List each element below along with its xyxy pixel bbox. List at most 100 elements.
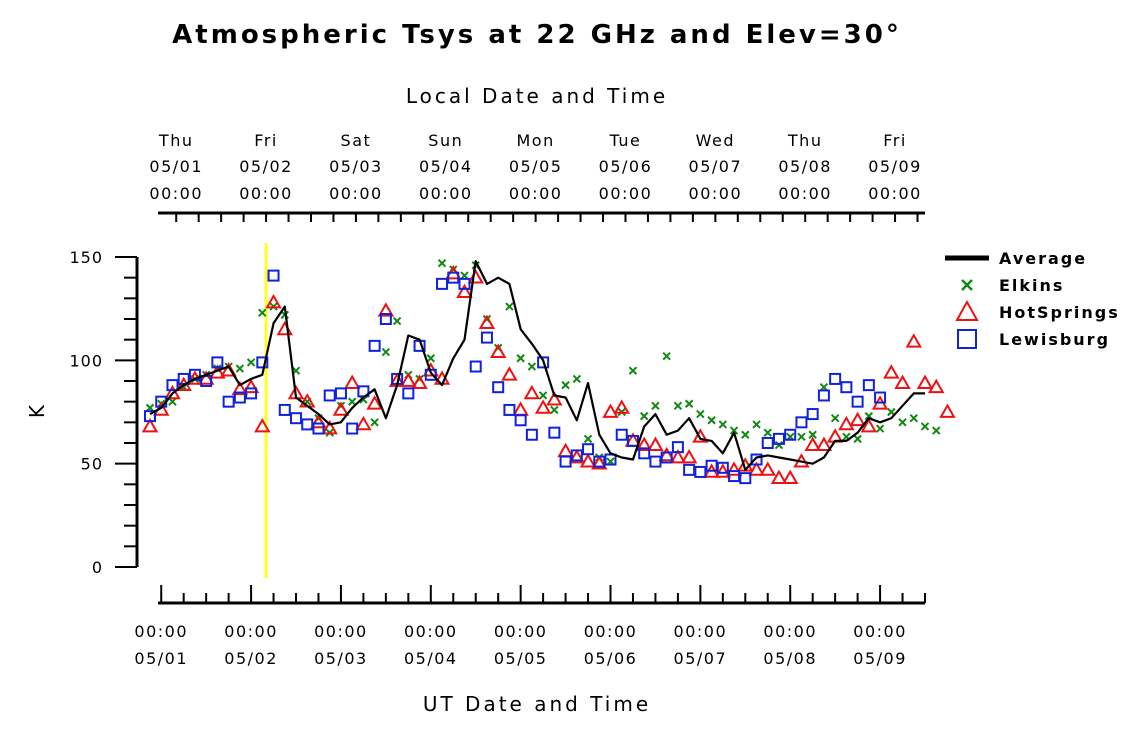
x-mark-stroke — [235, 364, 245, 373]
elkins-point — [774, 440, 784, 450]
lewisburg-point — [705, 459, 718, 472]
legend-label: Average — [999, 249, 1087, 268]
elkins-point — [684, 399, 694, 408]
plot-area — [141, 258, 956, 485]
bottom-tick-label: 00:00 — [224, 622, 278, 641]
lewisburg-point — [694, 465, 707, 478]
lewisburg-point — [346, 422, 359, 435]
elkins-point — [920, 422, 930, 431]
legend-square-swatch — [957, 329, 977, 349]
lewisburg-point — [368, 339, 381, 352]
elkins-point — [572, 374, 582, 384]
elkins-point — [583, 434, 593, 444]
x-mark-stroke — [752, 420, 761, 429]
elkins-point — [538, 391, 548, 400]
elkins-point — [527, 362, 537, 371]
lewisburg-point — [144, 410, 156, 423]
elkins-point — [235, 364, 245, 373]
lewisburg-point — [862, 379, 875, 392]
lewisburg-point — [312, 422, 325, 435]
lewisburg-point — [233, 391, 246, 404]
elkins-point — [808, 430, 817, 439]
elkins-point — [752, 420, 761, 429]
hotsprings-point — [265, 293, 282, 309]
bottom-tick-label: 05/01 — [134, 649, 188, 668]
top-tick-label: 00:00 — [149, 184, 203, 203]
lewisburg-point — [660, 451, 673, 464]
top-tick-label: 00:00 — [599, 184, 653, 203]
legend-triangle-swatch — [955, 299, 979, 321]
bottom-tick-label: 05/03 — [314, 649, 368, 668]
top-tick-label: Thu — [158, 131, 194, 150]
x-mark-stroke — [898, 418, 907, 427]
x-mark-stroke — [258, 308, 267, 318]
top-tick-label: Tue — [609, 131, 642, 150]
elkins-point — [639, 411, 649, 421]
elkins-point — [628, 366, 638, 375]
top-tick-label: Fri — [254, 131, 278, 150]
lewisburg-point — [638, 447, 651, 460]
hotsprings-point — [231, 380, 249, 396]
elkins-point — [741, 430, 750, 439]
hotsprings-point — [781, 469, 799, 485]
x-mark-stroke — [527, 362, 537, 371]
lewisburg-point — [245, 387, 258, 400]
top-tick-label: 05/07 — [689, 157, 743, 176]
elkins-point — [347, 397, 357, 406]
hotsprings-point — [669, 448, 687, 464]
lewisburg-point — [256, 356, 269, 369]
lewisburg-point — [200, 375, 213, 387]
lewisburg-point — [334, 387, 347, 400]
elkins-point — [437, 258, 447, 268]
top-tick-label: 00:00 — [689, 184, 743, 203]
lewisburg-point — [772, 432, 785, 445]
bottom-tick-label: 05/09 — [853, 649, 907, 668]
hotsprings-point — [478, 314, 496, 330]
hotsprings-point — [512, 401, 529, 416]
x-mark-stroke — [628, 366, 638, 375]
x-mark-stroke — [920, 422, 930, 431]
bottom-axis: 00:00 05/01 00:00 05/02 00:00 05/03 00:00 05/04… — [134, 585, 926, 668]
elkins-point — [246, 358, 256, 367]
lewisburg-point — [829, 372, 842, 385]
lewisburg-point — [795, 416, 808, 429]
x-mark-stroke — [662, 351, 671, 361]
lewisburg-point — [593, 455, 606, 468]
x-mark-stroke — [741, 430, 750, 439]
x-mark-stroke — [370, 418, 379, 427]
hotsprings-point — [714, 463, 732, 478]
hotsprings-point — [916, 374, 934, 389]
hotsprings-point — [770, 469, 788, 485]
lewisburg-point — [761, 437, 774, 449]
top-tick-label: 00:00 — [868, 184, 922, 203]
x-mark-stroke — [842, 432, 851, 442]
x-mark-stroke — [538, 391, 548, 400]
lewisburg-point — [290, 412, 303, 425]
x-mark-stroke — [729, 426, 739, 435]
x-mark-stroke — [684, 399, 694, 408]
hotsprings-point — [894, 374, 911, 389]
bottom-tick-label: 00:00 — [494, 622, 548, 641]
top-tick-label: Wed — [696, 131, 735, 150]
elkins-point — [707, 416, 716, 425]
hotsprings-point — [591, 455, 608, 470]
legend-item-elkins: Elkins — [961, 276, 1062, 295]
elkins-point — [875, 424, 885, 433]
top-tick-label: Mon — [517, 131, 555, 150]
legend-label: HotSprings — [999, 303, 1120, 322]
lewisburg-point — [806, 408, 819, 421]
hotsprings-point — [658, 446, 675, 462]
hotsprings-point — [602, 403, 619, 418]
hotsprings-point — [366, 395, 383, 410]
lewisburg-point — [267, 269, 280, 282]
y-tick-label: 150 — [69, 248, 103, 267]
lewisburg-point — [436, 277, 449, 290]
elkins-point — [696, 409, 705, 419]
x-mark-stroke — [932, 426, 941, 435]
elkins-point — [516, 354, 525, 363]
legend-item-hotsprings: HotSprings — [955, 299, 1120, 322]
y-axis: 0 50 100 150 — [69, 248, 139, 577]
hotsprings-point — [501, 366, 518, 381]
hotsprings-point — [680, 448, 698, 464]
